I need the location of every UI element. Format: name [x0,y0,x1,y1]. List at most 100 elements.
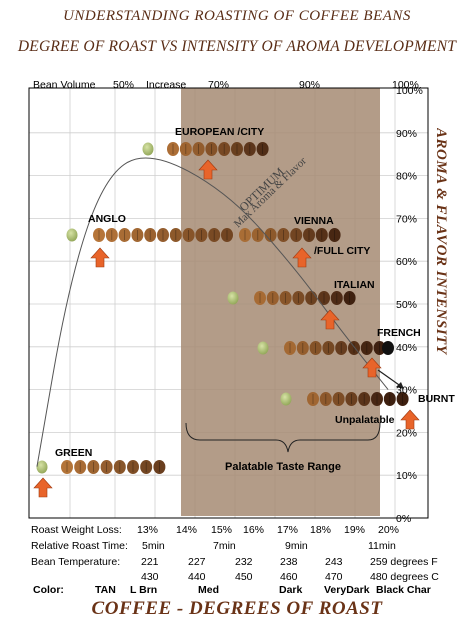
roast-time-value: 7min [213,540,236,552]
burnt-pointer-head [396,382,404,389]
temp-c-value: 480 degrees C [370,571,439,583]
temp-f-value: 221 [141,556,159,568]
roasted-bean [382,341,394,355]
roasted-bean [256,142,269,156]
orange-arrow [400,409,420,430]
roasted-bean [218,142,231,156]
y-tick-label: 10% [396,470,417,482]
x-axis-title: COFFEE - DEGREES OF ROAST [91,598,383,619]
weight-loss-value: 20% [378,524,400,536]
roasted-bean [182,228,195,242]
green-bean [280,392,292,406]
color-label: Color: [33,584,64,596]
weight-loss-label: Roast Weight Loss: [31,524,122,536]
temp-c-value: 430 [141,571,159,583]
roasted-bean [243,142,256,156]
roasted-bean [307,392,319,406]
temp-c-value: 440 [188,571,206,583]
roasted-bean [100,460,113,474]
roasted-bean [61,460,73,474]
burnt-pointer-line [377,369,403,388]
temp-f-value: 227 [188,556,206,568]
unpalatable-label: Unpalatable [335,414,395,426]
y-tick-label: 80% [396,171,417,183]
color-value: Black Char [376,584,431,596]
roasted-bean [279,291,292,305]
roasted-bean [335,341,348,355]
orange-arrow [90,247,110,268]
temp-c-value: 470 [325,571,343,583]
label-green: GREEN [55,447,93,459]
color-value: Med [198,584,219,596]
roasted-bean [396,392,409,406]
roasted-bean [296,341,309,355]
roasted-bean [254,291,266,305]
roasted-bean [205,142,218,156]
roast-time-label: Relative Roast Time: [31,540,128,552]
roasted-bean [373,341,386,355]
temp-f-value: 243 [325,556,343,568]
roasted-bean [167,142,179,156]
roasted-bean [358,392,371,406]
roasted-bean [277,228,290,242]
roasted-bean [208,228,221,242]
label-anglo: ANGLO [88,213,126,225]
weight-loss-value: 13% [137,524,159,536]
chart-title: UNDERSTANDING ROASTING OF COFFEE BEANS [63,8,411,24]
bean-rows [36,142,409,474]
roasted-bean [343,291,356,305]
color-value: Dark [279,584,303,596]
color-value: L Brn [130,584,158,596]
roast-time-value: 9min [285,540,308,552]
roasted-bean [251,228,264,242]
roasted-bean [118,228,131,242]
roasted-bean [330,291,343,305]
palatable-brace [185,422,381,453]
roasted-bean [266,291,279,305]
roasted-bean [309,341,322,355]
roasted-bean [290,228,303,242]
roasted-bean [322,341,335,355]
y-axis-title: AROMA & FLAVOR INTENSITY [433,128,449,356]
label-full-city: /FULL CITY [314,245,371,257]
aroma-curve [36,157,389,467]
green-bean [257,341,269,355]
palatable-label: Palatable Taste Range [225,461,341,473]
roasted-bean [360,341,373,355]
roasted-bean [131,228,144,242]
color-value: VeryDark [324,584,370,596]
temp-c-value: 460 [280,571,298,583]
temp-f-value: 238 [280,556,298,568]
roasted-bean [371,392,383,406]
temp-f-value: 259 degrees F [370,556,438,568]
roasted-bean [179,142,192,156]
roasted-bean [328,228,341,242]
y-tick-label: 50% [396,299,417,311]
roasted-bean [315,228,328,242]
y-tick-label: 30% [396,385,417,397]
roasted-bean [332,392,345,406]
y-tick-label: 20% [396,427,417,439]
orange-arrow [320,309,340,330]
y-tick-labels: 0% 10% 20% 30% 40% 50% 60% 70% 80% 90% 100% [396,85,423,525]
svg-text:AROMA & FLAVOR INTENSITY: AROMA & FLAVOR INTENSITY [433,128,449,356]
label-italian: ITALIAN [334,279,375,291]
roasted-bean [140,460,153,474]
roasted-bean [284,341,296,355]
green-bean [227,291,239,305]
weight-loss-value: 18% [310,524,332,536]
green-bean [142,142,154,156]
roasted-bean [231,142,243,156]
orange-arrow [362,357,382,378]
green-bean [36,460,48,474]
y-tick-label: 40% [396,342,417,354]
roasted-bean [239,228,251,242]
roasted-bean [113,460,126,474]
roasted-bean [157,228,169,242]
weight-loss-value: 15% [211,524,233,536]
chart-subtitle: DEGREE OF ROAST VS INTENSITY OF AROMA DE… [17,38,457,55]
label-vienna: VIENNA [294,215,334,227]
label-european-city: EUROPEAN /CITY [175,126,265,138]
weight-loss-value: 19% [344,524,366,536]
weight-loss-value: 16% [243,524,265,536]
